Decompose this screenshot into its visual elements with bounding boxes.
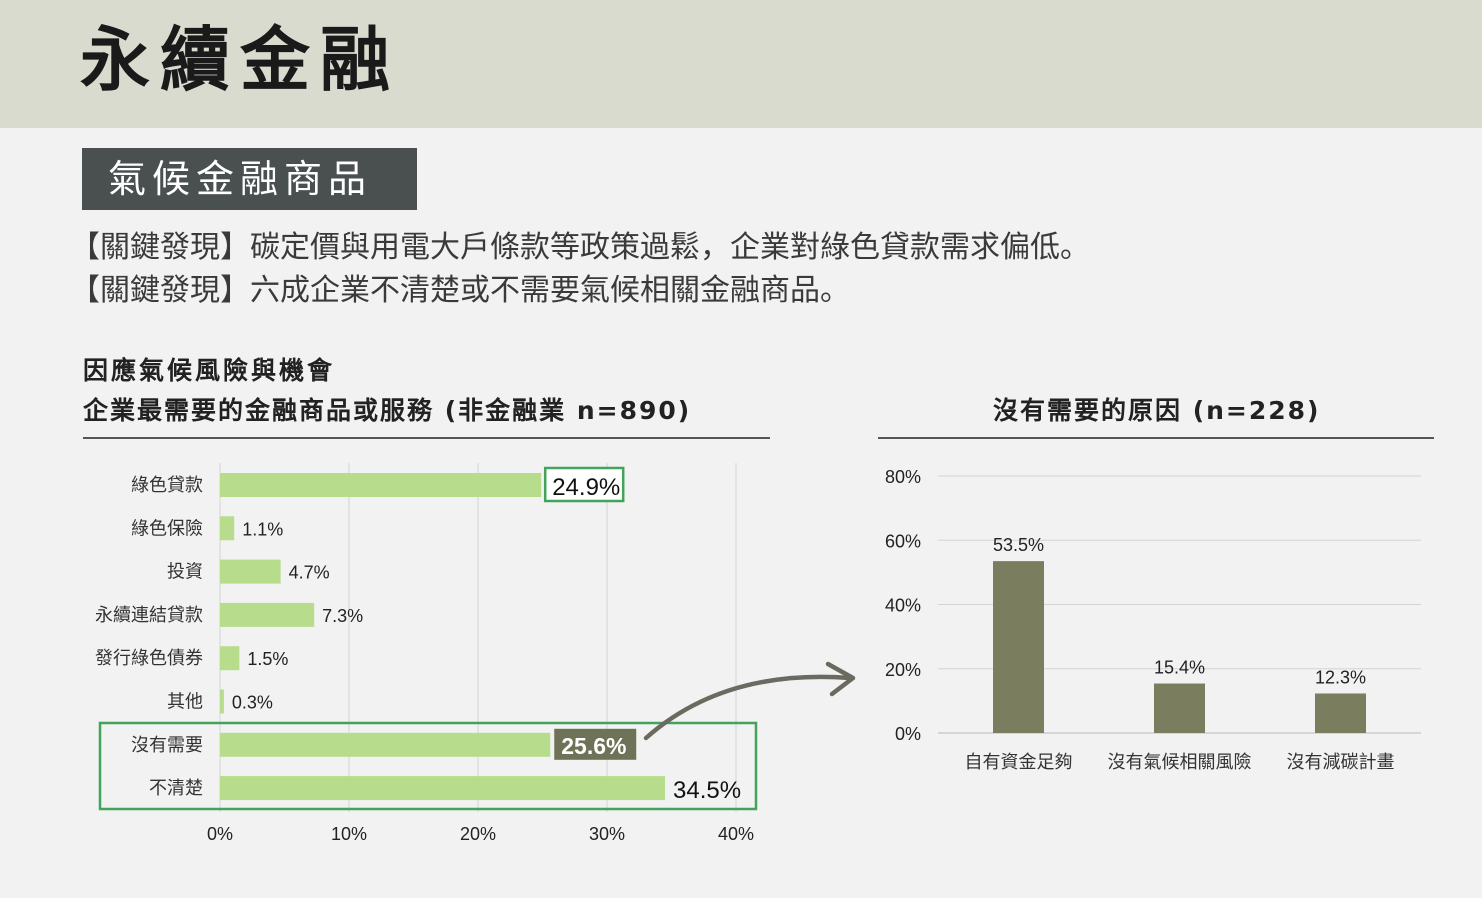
left-category-label: 綠色貸款 [131,475,203,495]
left-chart-subtitle: 企業最需要的金融商品或服務 (非金融業 n=890) [83,396,692,425]
left-x-tick-label: 40% [718,824,754,844]
right-value-label: 15.4% [1154,658,1205,678]
key-finding-2: 【關鍵發現】六成企業不清楚或不需要氣候相關金融商品。 [70,273,850,308]
right-category-label: 沒有氣候相關風險 [1108,752,1252,772]
left-x-tick-label: 20% [460,824,496,844]
left-value-label-bg [554,728,637,760]
left-x-tick-label: 10% [331,824,367,844]
left-bar [220,689,224,714]
page-title: 永續金融 [80,19,400,101]
left-x-tick-label: 30% [589,824,625,844]
right-value-label: 12.3% [1315,667,1366,687]
left-value-label: 0.3% [232,693,273,713]
callout-arrow [643,674,853,741]
right-chart-rule [878,437,1434,439]
right-bar [1315,693,1366,733]
left-value-label: 1.5% [247,649,288,669]
right-y-tick-label: 40% [885,596,921,616]
left-value-label: 24.9% [552,474,620,501]
left-bar [220,516,235,541]
left-value-label: 1.1% [242,519,283,539]
right-value-label: 53.5% [993,535,1044,555]
left-category-label: 其他 [167,692,203,712]
right-y-tick-label: 20% [885,660,921,680]
right-category-label: 自有資金足夠 [965,752,1073,772]
left-category-label: 發行綠色債券 [95,648,203,668]
left-category-label: 投資 [167,562,203,582]
left-highlight-group-box [98,721,758,811]
right-bar [993,561,1044,733]
header-band [0,0,1482,128]
left-category-label: 不清楚 [149,778,203,798]
left-category-label: 沒有需要 [131,735,203,755]
right-chart-title: 沒有需要的原因 (n=228) [993,396,1321,425]
right-bar [1154,683,1205,733]
left-value-label: 7.3% [322,606,363,626]
right-y-tick-label: 0% [895,724,921,744]
key-finding-1: 【關鍵發現】碳定價與用電大戶條款等政策過鬆，企業對綠色貸款需求偏低。 [70,230,1090,265]
right-y-tick-label: 60% [885,531,921,551]
section-tag: 氣候金融商品 [82,148,417,210]
left-category-label: 綠色保險 [131,518,203,538]
left-value-highlight-box [543,466,625,503]
left-chart-title: 因應氣候風險與機會 [83,356,336,385]
left-bar [220,473,542,497]
left-value-label: 25.6% [561,733,626,759]
right-category-label: 沒有減碳計畫 [1287,752,1395,772]
left-category-label: 永續連結貸款 [95,605,203,625]
left-bar [220,732,551,757]
right-y-tick-label: 80% [885,467,921,487]
left-bar [220,646,240,671]
left-chart-rule [83,437,770,439]
callout-arrow-head [825,661,856,697]
left-value-label: 34.5% [673,777,741,804]
left-bar [220,602,315,627]
left-bar [220,559,281,584]
left-x-tick-label: 0% [207,824,233,844]
left-bar [220,776,666,801]
left-value-label: 4.7% [289,563,330,583]
